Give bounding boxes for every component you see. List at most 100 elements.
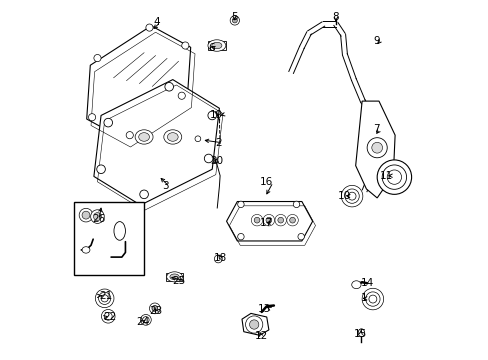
Ellipse shape bbox=[97, 165, 105, 174]
Ellipse shape bbox=[386, 170, 401, 184]
Ellipse shape bbox=[207, 40, 225, 51]
Ellipse shape bbox=[368, 295, 376, 303]
Ellipse shape bbox=[101, 295, 108, 302]
Text: 26: 26 bbox=[92, 215, 105, 224]
Ellipse shape bbox=[82, 211, 90, 219]
Ellipse shape bbox=[362, 288, 383, 310]
Ellipse shape bbox=[99, 292, 110, 305]
Ellipse shape bbox=[297, 233, 304, 240]
Text: 5: 5 bbox=[231, 12, 237, 22]
Ellipse shape bbox=[104, 312, 112, 320]
Ellipse shape bbox=[289, 217, 295, 223]
Ellipse shape bbox=[101, 310, 115, 323]
Ellipse shape bbox=[351, 281, 360, 289]
Ellipse shape bbox=[164, 82, 173, 91]
Text: 9: 9 bbox=[373, 36, 379, 46]
Ellipse shape bbox=[230, 16, 239, 25]
Ellipse shape bbox=[88, 114, 96, 121]
Ellipse shape bbox=[163, 130, 182, 144]
Text: 6: 6 bbox=[208, 43, 215, 53]
Ellipse shape bbox=[357, 329, 364, 337]
Text: 12: 12 bbox=[254, 331, 267, 341]
Ellipse shape bbox=[293, 201, 299, 208]
Ellipse shape bbox=[79, 208, 93, 222]
Ellipse shape bbox=[94, 54, 101, 62]
Ellipse shape bbox=[286, 215, 298, 226]
Polygon shape bbox=[355, 101, 394, 198]
Ellipse shape bbox=[169, 274, 179, 280]
Ellipse shape bbox=[365, 292, 379, 306]
Ellipse shape bbox=[145, 24, 153, 31]
Bar bbox=[74, 202, 144, 275]
Ellipse shape bbox=[344, 189, 359, 203]
Ellipse shape bbox=[211, 42, 222, 49]
Ellipse shape bbox=[347, 192, 355, 200]
Text: 16: 16 bbox=[260, 177, 273, 187]
Text: 17: 17 bbox=[260, 218, 273, 228]
Text: 3: 3 bbox=[162, 181, 169, 192]
Ellipse shape bbox=[274, 215, 286, 226]
Ellipse shape bbox=[126, 132, 133, 139]
Polygon shape bbox=[242, 314, 268, 335]
Ellipse shape bbox=[178, 92, 185, 99]
Text: 21: 21 bbox=[99, 291, 112, 301]
Ellipse shape bbox=[251, 215, 262, 226]
Polygon shape bbox=[86, 26, 190, 140]
Text: 14: 14 bbox=[360, 278, 373, 288]
Ellipse shape bbox=[182, 42, 188, 49]
Polygon shape bbox=[94, 80, 219, 205]
Text: 20: 20 bbox=[209, 156, 223, 166]
Text: 15: 15 bbox=[353, 329, 366, 339]
Ellipse shape bbox=[254, 217, 260, 223]
Ellipse shape bbox=[139, 133, 149, 141]
Text: 10: 10 bbox=[337, 191, 350, 201]
Ellipse shape bbox=[214, 255, 222, 263]
Ellipse shape bbox=[140, 190, 148, 199]
Text: 11: 11 bbox=[379, 171, 392, 181]
Polygon shape bbox=[207, 41, 225, 50]
Ellipse shape bbox=[265, 217, 271, 223]
Ellipse shape bbox=[376, 160, 411, 194]
Text: 18: 18 bbox=[214, 253, 227, 263]
Text: 23: 23 bbox=[149, 306, 163, 316]
Ellipse shape bbox=[245, 316, 262, 333]
Text: 25: 25 bbox=[172, 276, 185, 286]
Ellipse shape bbox=[366, 138, 386, 158]
Text: 24: 24 bbox=[136, 317, 149, 327]
Ellipse shape bbox=[82, 247, 90, 253]
Text: 4: 4 bbox=[153, 17, 160, 27]
Text: 13: 13 bbox=[257, 304, 270, 314]
Text: 19: 19 bbox=[209, 110, 223, 120]
Ellipse shape bbox=[167, 133, 178, 141]
Text: 8: 8 bbox=[332, 12, 339, 22]
Ellipse shape bbox=[152, 306, 158, 311]
Ellipse shape bbox=[232, 18, 237, 23]
Ellipse shape bbox=[95, 289, 114, 308]
Ellipse shape bbox=[149, 303, 160, 314]
Text: 2: 2 bbox=[215, 138, 222, 148]
Ellipse shape bbox=[142, 317, 149, 323]
Ellipse shape bbox=[204, 154, 212, 163]
Ellipse shape bbox=[263, 215, 274, 226]
Ellipse shape bbox=[237, 201, 244, 208]
Ellipse shape bbox=[249, 320, 258, 329]
Ellipse shape bbox=[237, 233, 244, 240]
Text: 1: 1 bbox=[360, 293, 366, 303]
Ellipse shape bbox=[341, 185, 362, 207]
Ellipse shape bbox=[135, 130, 153, 144]
Polygon shape bbox=[166, 273, 183, 281]
Polygon shape bbox=[226, 202, 312, 241]
Ellipse shape bbox=[166, 272, 182, 282]
Text: 7: 7 bbox=[373, 124, 379, 134]
Ellipse shape bbox=[90, 210, 104, 224]
Ellipse shape bbox=[382, 165, 406, 189]
Ellipse shape bbox=[140, 315, 151, 325]
Ellipse shape bbox=[114, 222, 125, 240]
Ellipse shape bbox=[104, 118, 112, 127]
Ellipse shape bbox=[207, 111, 216, 120]
Ellipse shape bbox=[371, 142, 382, 153]
Ellipse shape bbox=[277, 217, 283, 223]
Ellipse shape bbox=[195, 136, 201, 141]
Ellipse shape bbox=[93, 213, 101, 221]
Text: 22: 22 bbox=[103, 312, 117, 322]
